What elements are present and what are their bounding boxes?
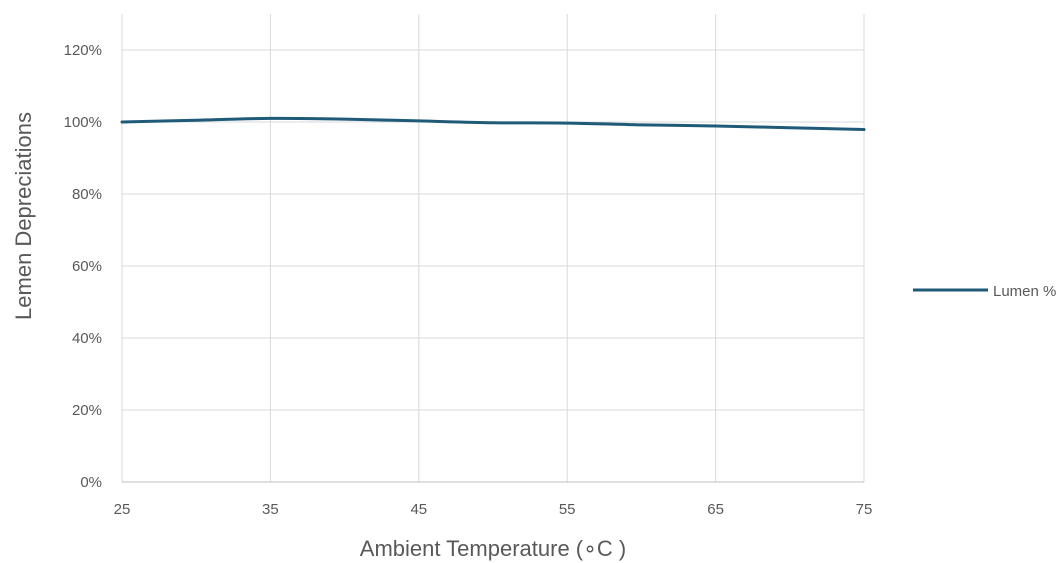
series-layer xyxy=(120,116,866,132)
series-line-lumen xyxy=(120,116,866,132)
x-tick-labels: 25 35 45 55 65 75 xyxy=(114,501,873,518)
x-tick-label: 35 xyxy=(262,501,279,518)
x-tick-label: 75 xyxy=(856,501,873,518)
legend: Lumen % xyxy=(913,283,1056,300)
x-gridlines xyxy=(121,14,865,482)
x-tick-label: 55 xyxy=(559,501,576,518)
x-tick-label: 25 xyxy=(114,501,131,518)
y-axis-title: Lemen Depreciations xyxy=(11,112,36,320)
legend-label-lumen: Lumen % xyxy=(993,283,1056,300)
y-tick-label: 60% xyxy=(72,258,102,275)
y-tick-label: 0% xyxy=(80,474,102,491)
y-tick-label: 40% xyxy=(72,330,102,347)
y-tick-label: 80% xyxy=(72,186,102,203)
y-gridlines xyxy=(122,49,864,411)
x-tick-label: 45 xyxy=(410,501,427,518)
y-tick-label: 100% xyxy=(64,114,102,131)
y-tick-label: 120% xyxy=(64,42,102,59)
x-tick-label: 65 xyxy=(707,501,724,518)
y-tick-label: 20% xyxy=(72,402,102,419)
x-axis-title: Ambient Temperature (∘C ) xyxy=(360,536,626,561)
y-tick-labels: 0% 20% 40% 60% 80% 100% 120% xyxy=(64,42,102,491)
